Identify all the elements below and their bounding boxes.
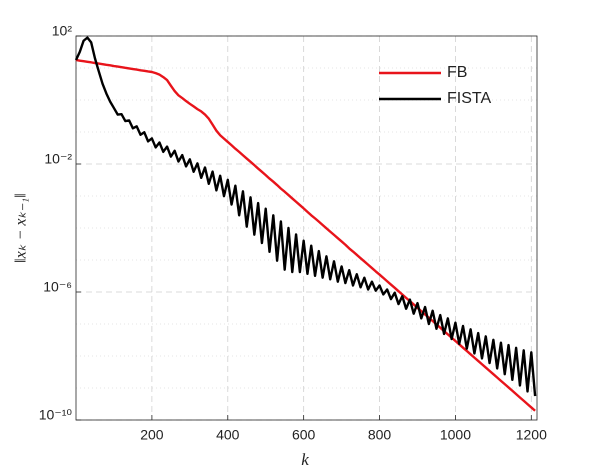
x-tick-label: 600 (292, 427, 316, 443)
y-tick-label: 10⁻¹⁰ (39, 407, 73, 423)
legend-label: FB (447, 64, 467, 81)
x-tick-label: 1200 (516, 427, 547, 443)
y-tick-label: 10⁻² (44, 151, 72, 167)
y-tick-label: 10² (52, 23, 73, 39)
x-tick-label: 200 (140, 427, 164, 443)
x-tick-label: 400 (216, 427, 240, 443)
x-tick-label: 1000 (440, 427, 471, 443)
x-tick-label: 800 (368, 427, 392, 443)
line-series (74, 36, 537, 397)
y-tick-label: 10⁻⁶ (43, 279, 72, 295)
x-axis-label: k (301, 450, 309, 469)
legend-label: FISTA (447, 90, 491, 107)
y-axis-label: ‖xₖ − xₖ₋₁‖ (13, 193, 30, 263)
plot-frame (75, 35, 538, 421)
